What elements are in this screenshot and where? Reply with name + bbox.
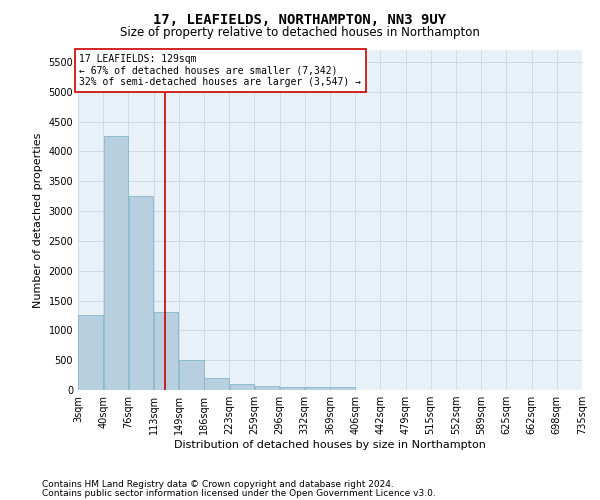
Text: 17 LEAFIELDS: 129sqm
← 67% of detached houses are smaller (7,342)
32% of semi-de: 17 LEAFIELDS: 129sqm ← 67% of detached h… [79,54,361,88]
Bar [254,386,280,390]
Text: 17, LEAFIELDS, NORTHAMPTON, NN3 9UY: 17, LEAFIELDS, NORTHAMPTON, NN3 9UY [154,12,446,26]
Bar [280,387,304,390]
Bar [330,387,355,390]
Y-axis label: Number of detached properties: Number of detached properties [33,132,43,308]
Bar [104,136,128,390]
Bar [128,196,154,390]
Bar [230,384,254,390]
Text: Size of property relative to detached houses in Northampton: Size of property relative to detached ho… [120,26,480,39]
Bar [179,360,204,390]
Bar [154,312,178,390]
Text: Contains HM Land Registry data © Crown copyright and database right 2024.: Contains HM Land Registry data © Crown c… [42,480,394,489]
Text: Contains public sector information licensed under the Open Government Licence v3: Contains public sector information licen… [42,488,436,498]
Bar [78,316,103,390]
Bar [305,387,330,390]
X-axis label: Distribution of detached houses by size in Northampton: Distribution of detached houses by size … [174,440,486,450]
Bar [204,378,229,390]
